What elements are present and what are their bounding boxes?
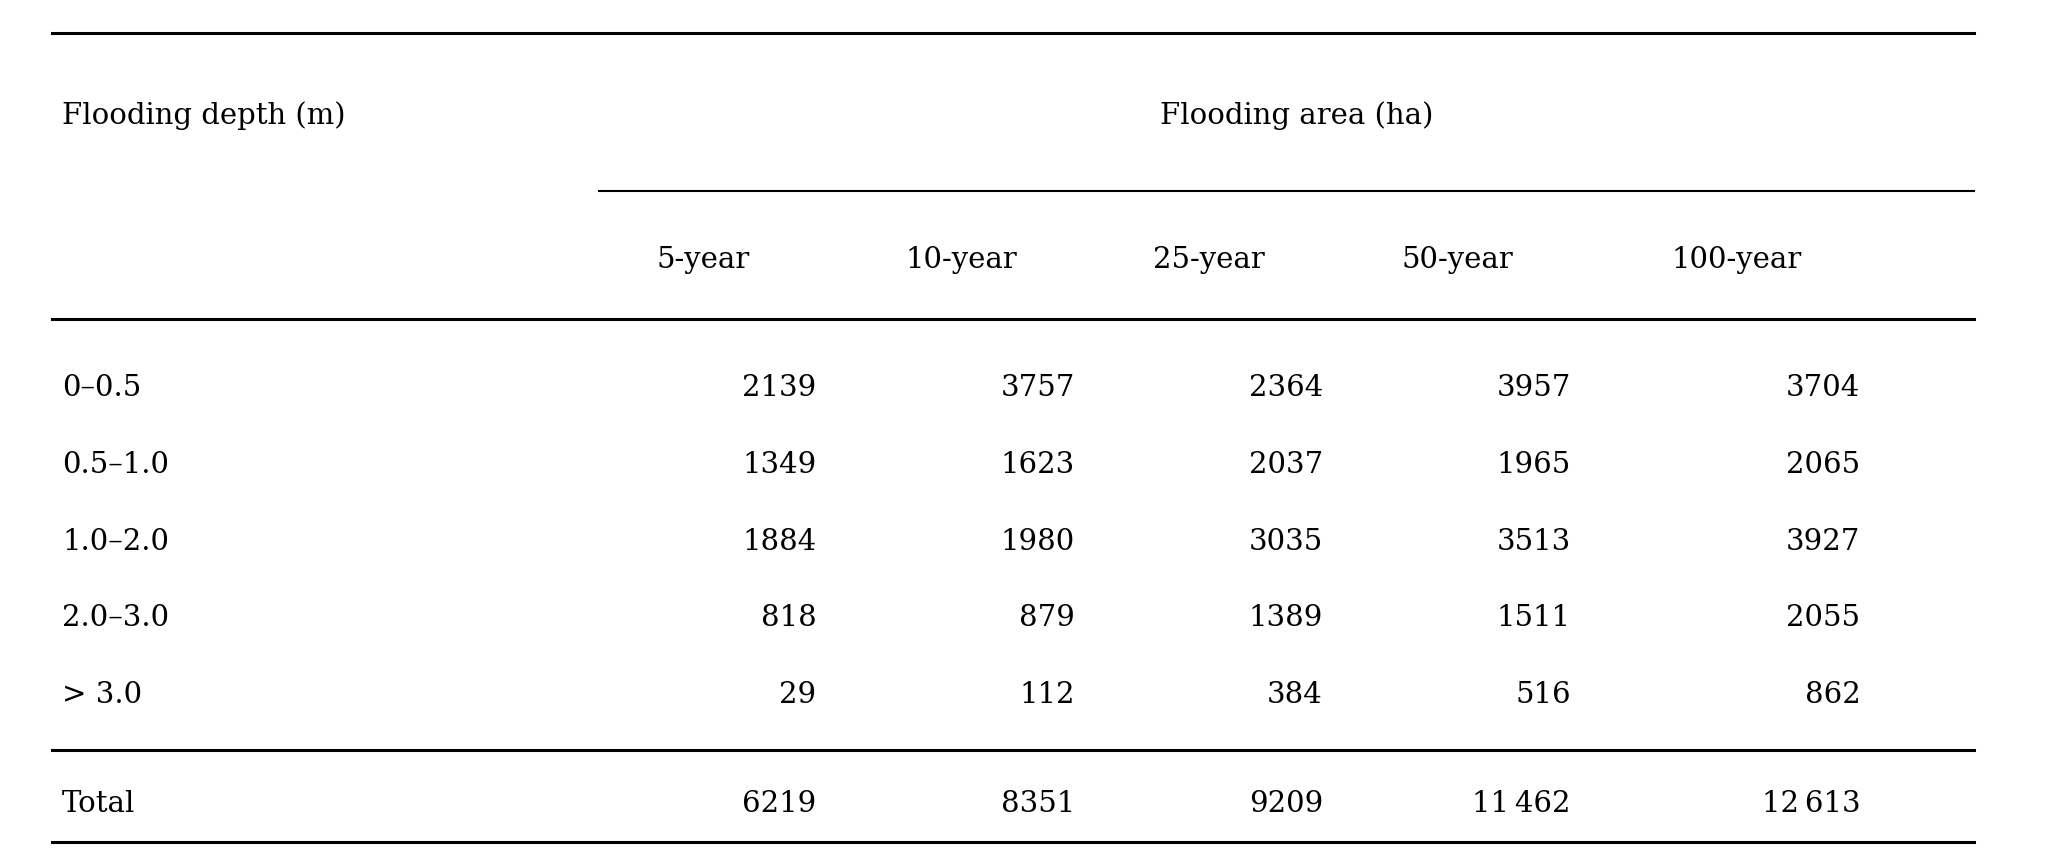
Text: 2139: 2139 xyxy=(742,374,816,401)
Text: 1623: 1623 xyxy=(1000,451,1075,478)
Text: 12 613: 12 613 xyxy=(1761,789,1860,816)
Text: 0–0.5: 0–0.5 xyxy=(62,374,141,401)
Text: 3704: 3704 xyxy=(1786,374,1860,401)
Text: 29: 29 xyxy=(779,681,816,708)
Text: 11 462: 11 462 xyxy=(1472,789,1571,816)
Text: 3035: 3035 xyxy=(1248,527,1323,555)
Text: 1884: 1884 xyxy=(742,527,816,555)
Text: 862: 862 xyxy=(1804,681,1860,708)
Text: Total: Total xyxy=(62,789,134,816)
Text: 2.0–3.0: 2.0–3.0 xyxy=(62,604,169,631)
Text: 3927: 3927 xyxy=(1786,527,1860,555)
Text: 1349: 1349 xyxy=(742,451,816,478)
Text: 3513: 3513 xyxy=(1497,527,1571,555)
Text: 2037: 2037 xyxy=(1248,451,1323,478)
Text: 818: 818 xyxy=(761,604,816,631)
Text: 516: 516 xyxy=(1515,681,1571,708)
Text: 1389: 1389 xyxy=(1248,604,1323,631)
Text: 6219: 6219 xyxy=(742,789,816,816)
Text: 3757: 3757 xyxy=(1000,374,1075,401)
Text: 2364: 2364 xyxy=(1248,374,1323,401)
Text: 10-year: 10-year xyxy=(905,246,1017,273)
Text: 25-year: 25-year xyxy=(1153,246,1265,273)
Text: > 3.0: > 3.0 xyxy=(62,681,143,708)
Text: Flooding depth (m): Flooding depth (m) xyxy=(62,101,345,130)
Text: 100-year: 100-year xyxy=(1670,246,1802,273)
Text: 5-year: 5-year xyxy=(655,246,750,273)
Text: 2055: 2055 xyxy=(1786,604,1860,631)
Text: 1511: 1511 xyxy=(1497,604,1571,631)
Text: 112: 112 xyxy=(1019,681,1075,708)
Text: 9209: 9209 xyxy=(1248,789,1323,816)
Text: 0.5–1.0: 0.5–1.0 xyxy=(62,451,169,478)
Text: 3957: 3957 xyxy=(1497,374,1571,401)
Text: 384: 384 xyxy=(1267,681,1323,708)
Text: 50-year: 50-year xyxy=(1401,246,1513,273)
Text: 8351: 8351 xyxy=(1000,789,1075,816)
Text: 1965: 1965 xyxy=(1497,451,1571,478)
Text: 1980: 1980 xyxy=(1000,527,1075,555)
Text: 1.0–2.0: 1.0–2.0 xyxy=(62,527,169,555)
Text: 2065: 2065 xyxy=(1786,451,1860,478)
Text: Flooding area (ha): Flooding area (ha) xyxy=(1160,101,1434,130)
Text: 879: 879 xyxy=(1019,604,1075,631)
